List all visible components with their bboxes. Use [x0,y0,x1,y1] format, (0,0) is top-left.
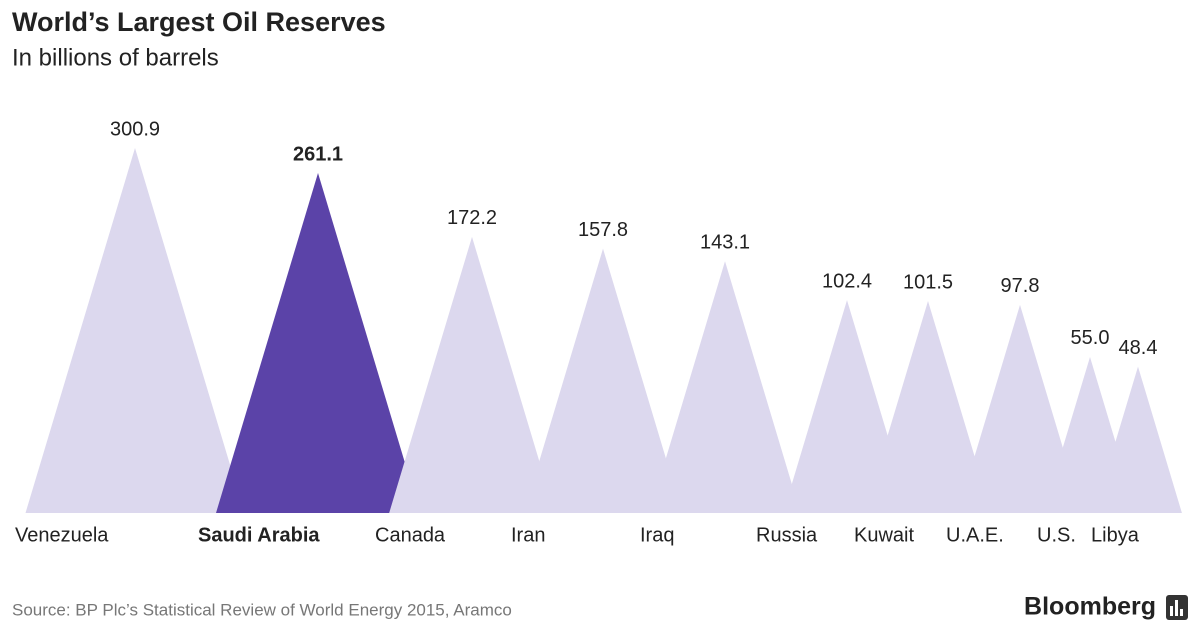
x-tick-label: Iraq [640,524,674,546]
value-label: 300.9 [110,118,160,140]
x-tick-label: Russia [756,524,818,546]
triangle [389,236,555,513]
value-label: 157.8 [578,219,628,241]
value-label: 172.2 [447,207,497,229]
x-tick-label: Canada [375,524,446,546]
brand-logo: Bloomberg [1024,593,1156,621]
value-label: 102.4 [822,270,872,292]
triangle [649,261,801,513]
value-label: 143.1 [700,232,750,254]
chart-title: World’s Largest Oil Reserves [12,7,386,37]
x-tick-label: U.A.E. [946,524,1004,546]
value-label: 97.8 [1001,275,1040,297]
x-tick-label: Kuwait [854,524,914,546]
value-label: 261.1 [293,143,343,165]
x-tick-label: Venezuela [15,524,109,546]
x-tick-label: Saudi Arabia [198,524,320,546]
x-tick-label: Iran [511,524,545,546]
x-tick-label: Libya [1091,524,1140,546]
triangle [523,248,683,513]
chart-subtitle: In billions of barrels [12,44,219,71]
triangle [783,300,911,513]
value-label: 48.4 [1119,337,1158,359]
triangle [215,172,421,514]
triangle [957,304,1083,513]
triangle [25,148,245,513]
value-label: 101.5 [903,271,953,293]
value-label: 55.0 [1071,327,1110,349]
triangle [1094,366,1182,513]
triangle [864,301,992,513]
brand-icon [1166,595,1188,620]
x-tick-label: U.S. [1037,524,1076,546]
source-note: Source: BP Plc’s Statistical Review of W… [12,600,512,619]
